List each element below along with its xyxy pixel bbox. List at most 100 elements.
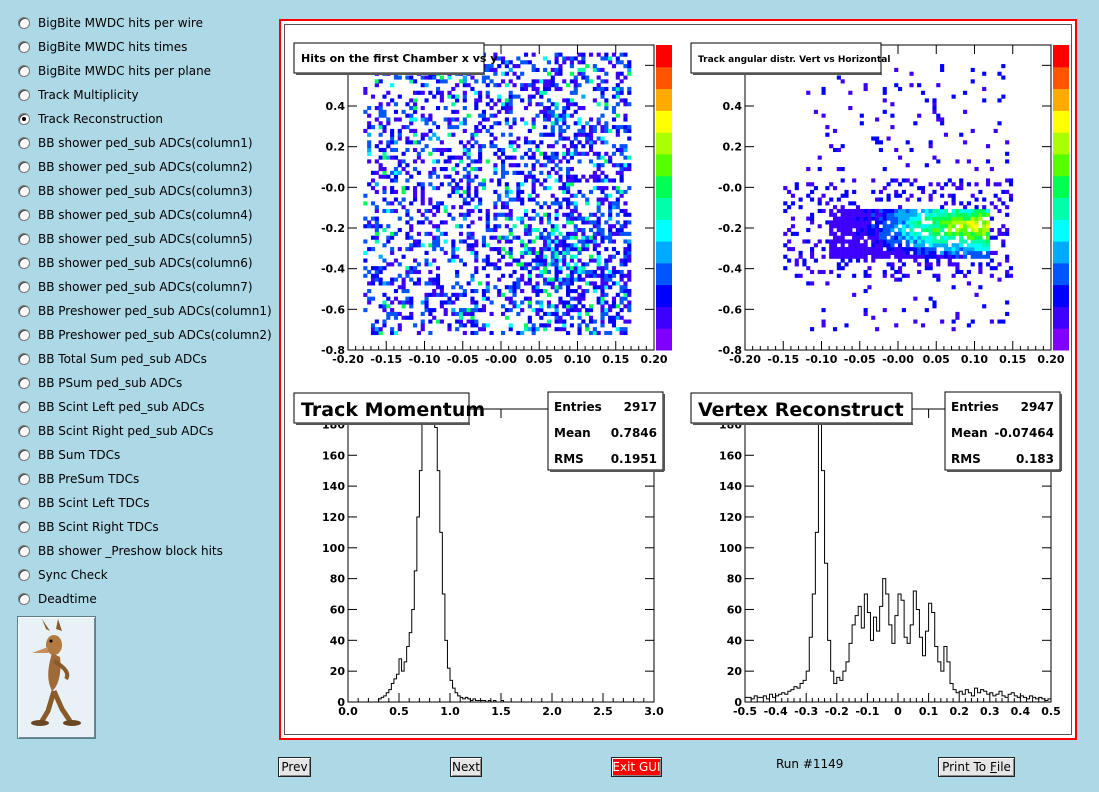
track-angular-cell: [871, 216, 876, 221]
sidebar-option[interactable]: BB shower ped_sub ADCs(column1): [18, 133, 253, 153]
radio-button[interactable]: [18, 137, 30, 149]
sidebar-option[interactable]: BB Preshower ped_sub ADCs(column1): [18, 301, 272, 321]
sidebar-option[interactable]: BB PSum ped_sub ADCs: [18, 373, 182, 393]
radio-button[interactable]: [18, 209, 30, 221]
radio-button[interactable]: [18, 89, 30, 101]
sidebar-option[interactable]: BB Scint Left ped_sub ADCs: [18, 397, 204, 417]
radio-button[interactable]: [18, 377, 30, 389]
radio-button[interactable]: [18, 329, 30, 341]
radio-button[interactable]: [18, 161, 30, 173]
chamber-xy-cell: [363, 86, 368, 92]
sidebar-option[interactable]: BB shower ped_sub ADCs(column2): [18, 157, 253, 177]
sidebar-option[interactable]: BB Total Sum ped_sub ADCs: [18, 349, 207, 369]
radio-button[interactable]: [18, 305, 30, 317]
chamber-xy-cell: [581, 60, 586, 65]
chamber-xy-cell: [435, 79, 441, 84]
chamber-xy-cell: [516, 235, 521, 240]
chamber-xy-cell: [531, 208, 536, 214]
sidebar-option[interactable]: BigBite MWDC hits per plane: [18, 61, 211, 81]
sidebar-option[interactable]: Sync Check: [18, 565, 108, 585]
chamber-xy-cell: [573, 132, 578, 137]
chamber-xy-cell: [535, 285, 540, 290]
chamber-xy-cell: [504, 102, 509, 107]
track-angular-cell: [817, 224, 822, 229]
chamber-xy-cell: [413, 239, 418, 244]
sidebar-option[interactable]: BB shower ped_sub ADCs(column7): [18, 277, 253, 297]
track-angular-cell: [855, 205, 861, 210]
radio-button[interactable]: [18, 593, 30, 605]
radio-button[interactable]: [18, 281, 30, 293]
chamber-xy-cell: [600, 113, 605, 118]
sidebar-option[interactable]: BigBite MWDC hits times: [18, 37, 187, 57]
chamber-xy-cell: [543, 109, 548, 114]
track-angular-cell: [974, 239, 979, 244]
sidebar-option[interactable]: BB shower _Preshow block hits: [18, 541, 223, 561]
sidebar-option[interactable]: BB shower ped_sub ADCs(column5): [18, 229, 253, 249]
chamber-xy-cell: [501, 292, 506, 297]
chamber-xy-cell: [566, 98, 571, 103]
sidebar-option[interactable]: BB Preshower ped_sub ADCs(column2): [18, 325, 272, 345]
sidebar-option[interactable]: BB shower ped_sub ADCs(column6): [18, 253, 253, 273]
chamber-xy-cell: [619, 60, 624, 65]
track-angular-cell: [1005, 159, 1010, 164]
chamber-xy-cell: [405, 266, 410, 271]
sidebar-option[interactable]: Deadtime: [18, 589, 97, 609]
track-angular-cell: [867, 228, 872, 233]
sidebar-option[interactable]: Track Reconstruction: [18, 109, 163, 129]
radio-button[interactable]: [18, 521, 30, 533]
sidebar-option[interactable]: BB Scint Left TDCs: [18, 493, 150, 513]
chamber-xy-cell: [363, 250, 368, 255]
sidebar-option[interactable]: BB shower ped_sub ADCs(column3): [18, 181, 253, 201]
chamber-xy-cell: [447, 147, 452, 153]
radio-button[interactable]: [18, 353, 30, 365]
radio-button[interactable]: [18, 401, 30, 413]
chamber-xy-cell: [535, 258, 540, 263]
prev-button[interactable]: Prev: [278, 757, 311, 777]
chamber-xy-cell: [481, 296, 486, 301]
chamber-xy-cell: [416, 330, 421, 336]
radio-button[interactable]: [18, 257, 30, 269]
chamber-xy-cell: [596, 174, 601, 179]
sidebar-option[interactable]: Track Multiplicity: [18, 85, 139, 105]
radio-button[interactable]: [18, 497, 30, 509]
chamber-xy-cell: [424, 296, 429, 301]
chamber-xy-xtick-label: 0.05: [526, 353, 553, 366]
chamber-xy-cell: [405, 136, 410, 141]
sidebar-option[interactable]: BB Scint Right ped_sub ADCs: [18, 421, 213, 441]
chamber-xy-cell: [451, 125, 456, 130]
chamber-xy-cell: [428, 113, 433, 118]
sidebar-option[interactable]: BB Sum TDCs: [18, 445, 120, 465]
track-angular-cell: [959, 235, 964, 240]
radio-button[interactable]: [18, 41, 30, 53]
radio-button[interactable]: [18, 545, 30, 557]
radio-button[interactable]: [18, 17, 30, 29]
track-angular-cell: [852, 273, 857, 278]
chamber-xy-cell: [409, 235, 414, 240]
exit-gui-button[interactable]: Exit GUI: [611, 757, 662, 777]
next-button[interactable]: Next: [450, 757, 482, 777]
radio-button[interactable]: [18, 449, 30, 461]
radio-button[interactable]: [18, 233, 30, 245]
track-angular-cell: [970, 224, 975, 229]
sidebar-option[interactable]: BB PreSum TDCs: [18, 469, 139, 489]
track-angular-cell: [836, 197, 841, 202]
radio-button[interactable]: [18, 473, 30, 485]
track-angular-cell: [867, 220, 872, 225]
chamber-xy-cell: [539, 258, 544, 263]
track-angular-cell: [989, 167, 994, 172]
radio-button[interactable]: [18, 65, 30, 77]
sidebar-option[interactable]: BigBite MWDC hits per wire: [18, 13, 203, 33]
radio-button[interactable]: [18, 425, 30, 437]
radio-button[interactable]: [18, 185, 30, 197]
chamber-xy-cell: [520, 250, 525, 255]
radio-button[interactable]: [18, 569, 30, 581]
radio-button[interactable]: [18, 113, 30, 125]
sidebar-option[interactable]: BB shower ped_sub ADCs(column4): [18, 205, 253, 225]
track-angular-cell: [985, 224, 991, 229]
chamber-xy-cell: [623, 250, 628, 255]
chamber-xy-cell: [386, 144, 391, 149]
track-angular-cell: [844, 231, 849, 236]
sidebar-option[interactable]: BB Scint Right TDCs: [18, 517, 159, 537]
track-angular-cell: [806, 228, 811, 233]
